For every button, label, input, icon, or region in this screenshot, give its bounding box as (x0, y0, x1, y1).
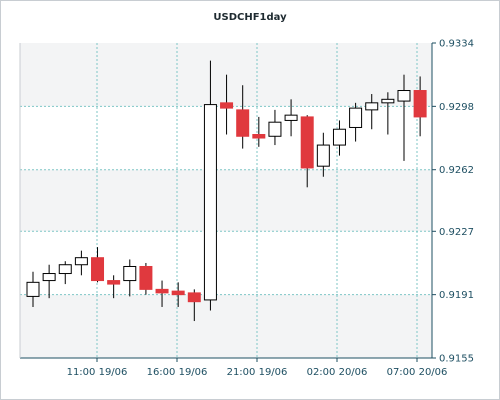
plot-band (20, 169, 432, 232)
candle-down (252, 134, 266, 139)
candle-down (220, 102, 234, 109)
y-tick-label: 0.9191 (439, 290, 474, 301)
y-tick-label: 0.9155 (439, 354, 474, 365)
candle-up (397, 90, 411, 102)
axes (19, 42, 436, 362)
candle-down (91, 257, 105, 282)
plot-band (20, 43, 432, 107)
plot-band (20, 294, 432, 358)
x-tick-label: 16:00 19/06 (147, 367, 208, 378)
candle-up (58, 264, 72, 275)
x-tick-label: 07:00 20/06 (387, 367, 448, 378)
candle-up (381, 98, 395, 104)
x-tick-label: 11:00 19/06 (67, 367, 128, 378)
candle-down (236, 109, 250, 137)
y-tick-label: 0.9227 (439, 227, 474, 238)
candle-up (74, 257, 88, 266)
candle-up (316, 144, 330, 167)
candle-up (26, 281, 40, 297)
candle-down (139, 265, 153, 290)
plot-bands (20, 43, 432, 358)
y-tick-label: 0.9262 (439, 165, 474, 176)
candle-down (187, 292, 201, 303)
candle-down (171, 290, 185, 296)
candle-down (300, 116, 314, 169)
candle-up (284, 114, 298, 121)
chart-title: USDCHF1day (213, 12, 287, 23)
x-tick-label: 21:00 19/06 (227, 367, 288, 378)
candle-up (365, 102, 379, 111)
candle-down (107, 280, 121, 285)
y-tick-label: 0.9334 (439, 39, 474, 50)
tick-labels: 0.9334 0.9298 0.9262 0.9227 0.9191 0.9155 11:0… (67, 39, 474, 379)
y-tick-label: 0.9298 (439, 102, 474, 113)
candle-up (332, 128, 346, 146)
candle-up (42, 273, 56, 282)
x-tick-label: 02:00 20/06 (307, 367, 368, 378)
candle-up (123, 265, 137, 282)
candle-down (155, 288, 169, 294)
candle-down (413, 90, 427, 118)
candle-up (349, 107, 363, 128)
candles (26, 60, 427, 322)
candle-up (268, 121, 282, 137)
candle-up (203, 104, 217, 301)
